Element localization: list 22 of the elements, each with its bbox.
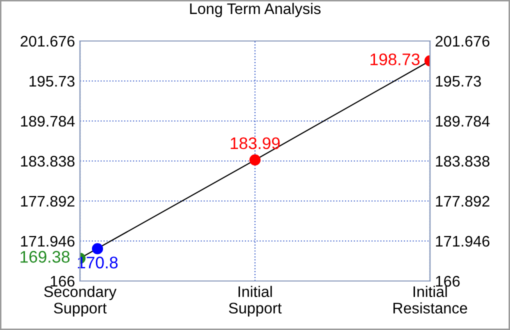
y-tick-label: 201.676 — [20, 36, 74, 47]
y2-tick-label: 166 — [436, 276, 460, 287]
x-tick-label: Secondary Support — [44, 286, 116, 317]
y-tick-label: 166 — [50, 276, 74, 287]
data-label: 170.8 — [78, 256, 118, 268]
x-tick-label: Initial Resistance — [393, 286, 468, 314]
data-label: 198.73 — [370, 53, 420, 66]
y-tick-label: 195.73 — [30, 76, 74, 87]
y-tick-label: 189.784 — [21, 116, 75, 127]
y-tick-label: 183.838 — [21, 156, 74, 167]
y2-tick-label: 177.892 — [436, 196, 490, 207]
y2-tick-label: 201.676 — [436, 36, 490, 47]
y2-tick-label: 195.73 — [436, 76, 481, 87]
y2-tick-label: 189.784 — [436, 116, 490, 127]
x-tick-label: Initial Support — [228, 286, 282, 317]
data-label: 169.38 — [20, 250, 70, 263]
chart-title: Long Term Analysis — [190, 2, 321, 18]
y2-tick-label: 183.838 — [436, 156, 490, 167]
y2-tick-label: 171.946 — [436, 236, 490, 247]
y-tick-label: 177.892 — [21, 196, 74, 207]
data-label: 183.99 — [230, 137, 280, 150]
y-tick-label: 171.946 — [21, 236, 74, 247]
